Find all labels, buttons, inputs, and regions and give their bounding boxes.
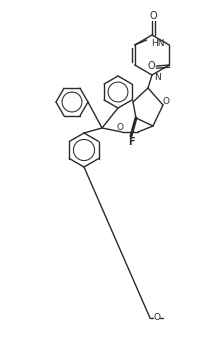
Text: O: O bbox=[163, 98, 170, 106]
Text: O: O bbox=[116, 124, 124, 133]
Text: O: O bbox=[153, 314, 161, 322]
Text: O: O bbox=[147, 61, 155, 71]
Text: F: F bbox=[128, 137, 134, 147]
Text: N: N bbox=[154, 74, 161, 83]
Text: O: O bbox=[149, 11, 157, 21]
Text: HN: HN bbox=[151, 40, 164, 49]
